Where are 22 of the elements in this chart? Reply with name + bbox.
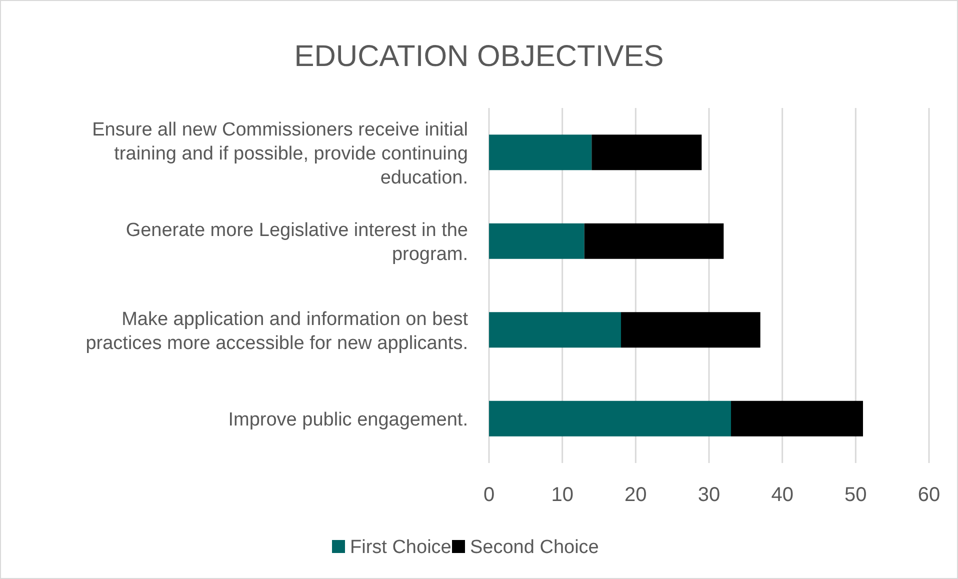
bar (731, 400, 863, 436)
x-tick-label: 60 (918, 484, 940, 506)
x-tick-label: 50 (844, 484, 867, 506)
x-tick-label: 0 (483, 484, 495, 506)
bar (489, 134, 592, 170)
bar (489, 312, 621, 348)
bar (489, 400, 731, 436)
x-tick-label: 30 (698, 484, 720, 506)
legend-label: Second Choice (470, 537, 599, 558)
x-tick-label: 40 (771, 484, 794, 506)
x-tick-label: 20 (624, 484, 647, 506)
bar (489, 223, 584, 259)
chart-title: EDUCATION OBJECTIVES (294, 40, 664, 73)
legend-label: First Choice (350, 537, 452, 558)
bar (621, 312, 760, 348)
bar (592, 134, 702, 170)
y-tick-label: Ensure all new Commissioners receive initial training and if possible, provide continuing education. (92, 119, 468, 188)
y-tick-label: Generate more Legislative interest in the program. (126, 220, 468, 266)
y-tick-label: Make application and information on best practices more accessible for new applicants. (86, 308, 469, 354)
y-tick-label: Improve public engagement. (228, 410, 468, 431)
x-tick-label: 10 (551, 484, 574, 506)
bar (584, 223, 724, 259)
